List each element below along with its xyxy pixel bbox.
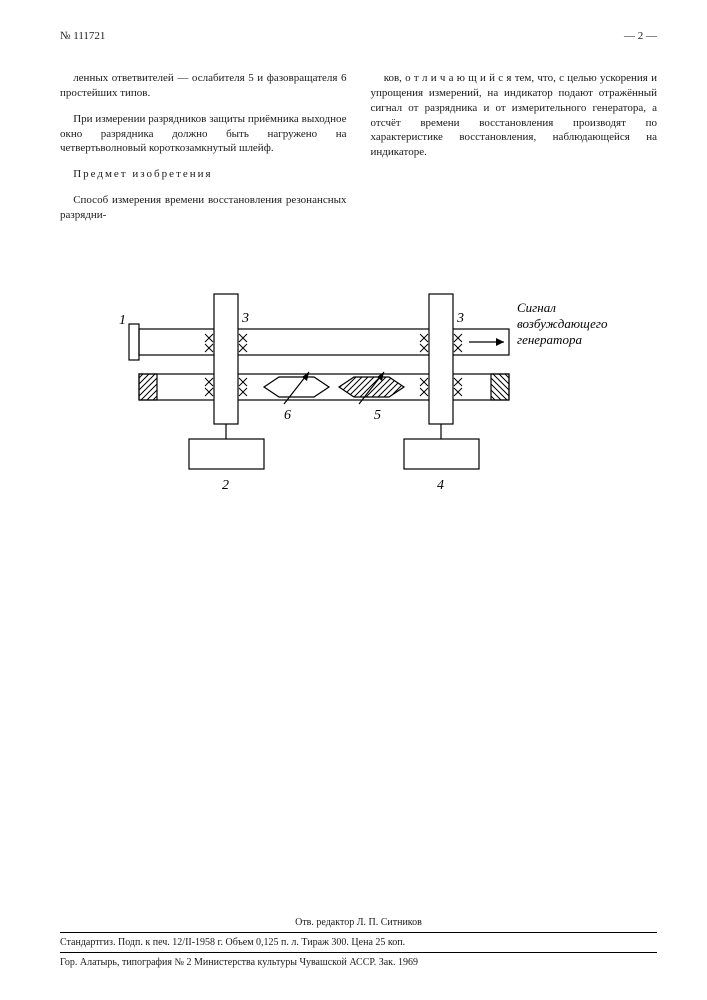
body-columns: ленных ответвителей — ослабителя 5 и фаз…	[60, 60, 657, 234]
signal-label-2: возбуждающего	[517, 316, 608, 331]
para: Способ измерения времени восстановления …	[60, 193, 347, 223]
page-marker: — 2 —	[624, 30, 657, 42]
para: ков, о т л и ч а ю щ и й с я тем, что, с…	[371, 71, 658, 160]
label-6: 6	[284, 408, 291, 423]
diagram-container: 1 3 3 6 5 2 4 Сигнал возбуждающего генер…	[60, 274, 657, 504]
left-coupler	[205, 294, 247, 424]
para: ленных ответвителей — ослабителя 5 и фаз…	[60, 71, 347, 101]
block-4	[404, 439, 479, 469]
attenuator	[339, 377, 404, 397]
signal-label-1: Сигнал	[517, 300, 556, 315]
schematic-diagram: 1 3 3 6 5 2 4 Сигнал возбуждающего генер…	[99, 274, 619, 504]
column-left: ленных ответвителей — ослабителя 5 и фаз…	[60, 60, 347, 234]
doc-number: № 111721	[60, 30, 105, 42]
page: № 111721 — 2 — ленных ответвителей — осл…	[0, 0, 707, 1000]
label-3-right: 3	[456, 311, 464, 326]
label-1: 1	[119, 313, 126, 328]
divider	[60, 952, 657, 953]
imprint-line-2: Гор. Алатырь, типография № 2 Министерств…	[60, 957, 657, 968]
column-right: ков, о т л и ч а ю щ и й с я тем, что, с…	[371, 60, 658, 234]
divider	[60, 932, 657, 933]
signal-label-3: генератора	[517, 332, 582, 347]
right-coupler	[420, 294, 462, 424]
header-row: № 111721 — 2 —	[60, 30, 657, 42]
footer: Отв. редактор Л. П. Ситников Стандартгиз…	[60, 915, 657, 970]
para: При измерении разрядников защиты приёмни…	[60, 112, 347, 157]
label-3-left: 3	[241, 311, 249, 326]
editor-line: Отв. редактор Л. П. Ситников	[60, 917, 657, 928]
label-5: 5	[374, 408, 381, 423]
block-2	[189, 439, 264, 469]
phase-shifter	[264, 377, 329, 397]
imprint-line-1: Стандартгиз. Подп. к печ. 12/II-1958 г. …	[60, 937, 657, 948]
label-4: 4	[437, 478, 444, 493]
label-2: 2	[222, 478, 229, 493]
section-heading: Предмет изобретения	[60, 167, 347, 182]
